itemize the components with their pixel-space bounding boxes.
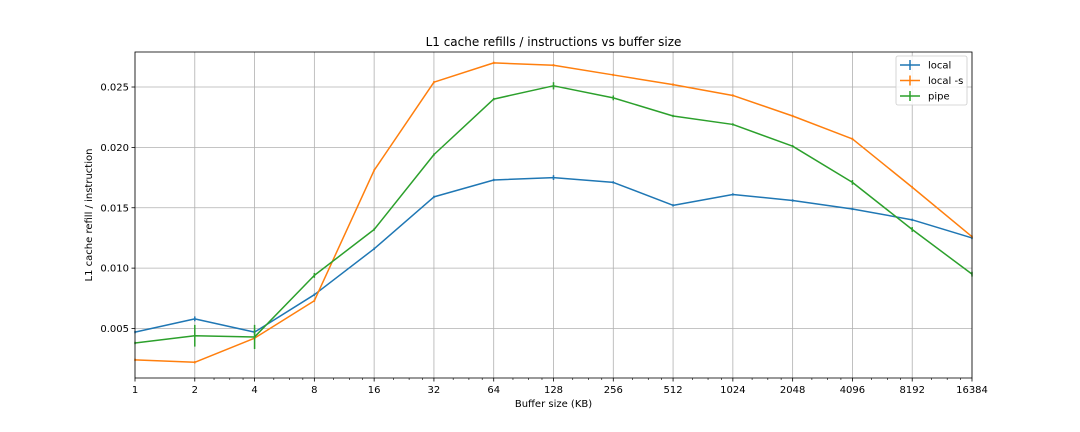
y-tick-label: 0.020 — [100, 143, 129, 154]
x-axis-title: Buffer size (KB) — [515, 399, 592, 410]
x-tick-label: 256 — [604, 385, 623, 396]
y-tick-label: 0.010 — [100, 264, 129, 275]
x-tick-label: 8192 — [899, 385, 924, 396]
y-axis: 0.005 0.010 0.015 0.020 0.025 — [100, 83, 135, 335]
chart-title: L1 cache refills / instructions vs buffe… — [426, 35, 682, 49]
x-axis: 1 2 4 8 16 32 64 128 256 512 1024 2048 4096 8192 16384 — [132, 378, 988, 396]
legend-label: pipe — [928, 92, 950, 103]
x-tick-label: 32 — [428, 385, 441, 396]
y-tick-label: 0.015 — [100, 203, 129, 214]
y-axis-title: L1 cache refill / instruction — [84, 149, 95, 282]
x-tick-label: 2 — [192, 385, 198, 396]
x-tick-label: 16 — [368, 385, 381, 396]
x-tick-label: 1 — [132, 385, 138, 396]
x-tick-label: 4096 — [840, 385, 865, 396]
y-tick-label: 0.025 — [100, 83, 129, 94]
legend-label: local -s — [928, 76, 963, 87]
legend-label: local — [928, 61, 951, 72]
x-tick-label: 2048 — [780, 385, 805, 396]
x-tick-label: 128 — [544, 385, 563, 396]
y-tick-label: 0.005 — [100, 324, 129, 335]
x-tick-label: 16384 — [956, 385, 988, 396]
x-tick-label: 4 — [251, 385, 257, 396]
x-tick-label: 8 — [311, 385, 317, 396]
legend-box — [895, 55, 968, 106]
legend: local local -s pipe — [895, 55, 968, 106]
x-tick-label: 512 — [664, 385, 683, 396]
x-tick-label: 64 — [487, 385, 500, 396]
x-tick-label: 1024 — [720, 385, 745, 396]
